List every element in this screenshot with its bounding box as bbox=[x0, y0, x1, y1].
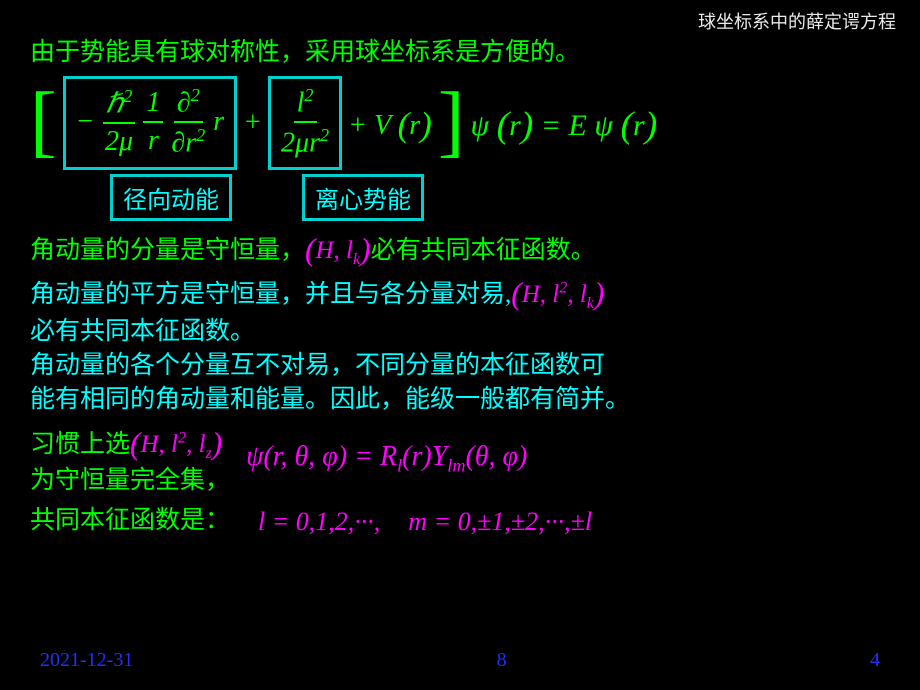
intro-line: 由于势能具有球对称性，采用球坐标系是方便的。 bbox=[30, 36, 890, 70]
main-equation: [ − ℏ2 2μ 1 r ∂2 ∂r2 r + l2 2μr2 + V bbox=[30, 76, 890, 171]
centrifugal-label: 离心势能 bbox=[302, 174, 424, 221]
centrifugal-box: l2 2μr2 bbox=[268, 76, 342, 171]
paragraph-4-row: 习惯上选(H, l2, lz) 为守恒量完全集， ψ(r, θ, φ) = Rl… bbox=[30, 421, 890, 499]
footer-right: 4 bbox=[870, 649, 880, 672]
paragraph-5: 共同本征函数是： l = 0,1,2,···, m = 0,±1,±2,···,… bbox=[30, 504, 890, 539]
radial-kinetic-box: − ℏ2 2μ 1 r ∂2 ∂r2 r bbox=[63, 76, 237, 171]
paragraph-1: 角动量的分量是守恒量，(H, lk)必有共同本征函数。 bbox=[30, 227, 890, 271]
paragraph-3b: 能有相同的角动量和能量。因此，能级一般都有简并。 bbox=[30, 383, 890, 417]
radial-label: 径向动能 bbox=[110, 174, 232, 221]
right-bracket: ] bbox=[438, 81, 465, 161]
paragraph-2a: 角动量的平方是守恒量，并且与各分量对易,(H, l2, lk) bbox=[30, 271, 890, 315]
term-labels: 径向动能 离心势能 bbox=[110, 174, 890, 221]
paragraph-2b: 必有共同本征函数。 bbox=[30, 315, 890, 349]
footer-date: 2021-12-31 bbox=[40, 649, 133, 672]
footer-page: 8 bbox=[497, 649, 507, 672]
wavefunction-eq: ψ(r, θ, φ) = Rl(r)Ylm(θ, φ) bbox=[246, 421, 527, 477]
slide-footer: 2021-12-31 8 4 bbox=[0, 649, 920, 672]
slide-content: 由于势能具有球对称性，采用球坐标系是方便的。 [ − ℏ2 2μ 1 r ∂2 … bbox=[30, 36, 890, 539]
page-header-title: 球坐标系中的薛定谔方程 bbox=[698, 8, 896, 34]
left-bracket: [ bbox=[30, 81, 57, 161]
paragraph-3a: 角动量的各个分量互不对易，不同分量的本征函数可 bbox=[30, 349, 890, 383]
